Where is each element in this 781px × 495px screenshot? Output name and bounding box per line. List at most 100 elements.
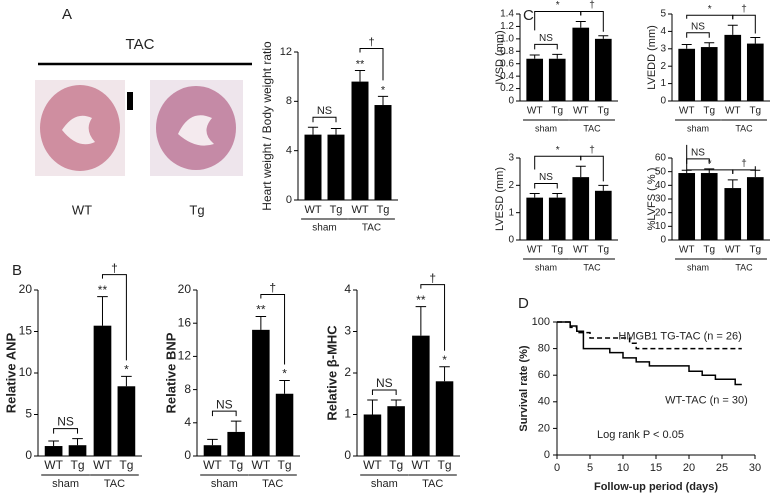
- error-bar: [330, 127, 342, 135]
- y-axis-label: Relative β-MHC: [324, 325, 339, 421]
- y-tick-label: 0.4: [500, 71, 514, 82]
- y-tick-label: 4: [344, 282, 351, 296]
- bar: [412, 335, 430, 456]
- series-label: HMGB1 TG-TAC (n = 26): [618, 331, 741, 343]
- y-tick-label: 0: [508, 235, 514, 246]
- group-label: sham: [52, 478, 79, 490]
- bar: [548, 197, 566, 240]
- x-tick-label: WT: [679, 245, 695, 256]
- bar: [700, 173, 718, 240]
- significance-bracket: [53, 428, 79, 434]
- panel-letter: D: [518, 295, 529, 312]
- significance-label: †: [429, 271, 436, 285]
- significance-bracket: [686, 158, 710, 164]
- y-tick-label: 0: [544, 449, 550, 461]
- group-label: TAC: [104, 478, 125, 490]
- bar: [435, 381, 454, 456]
- y-axis-label: %LVFS ( % ): [646, 168, 658, 231]
- group-label: TAC: [362, 223, 381, 234]
- x-tick-label: Tg: [71, 458, 85, 472]
- error-bar: [750, 36, 761, 44]
- y-tick-label: 1.0: [500, 33, 514, 44]
- significance-label: †: [589, 0, 595, 11]
- y-tick-label: 0.6: [500, 58, 514, 69]
- x-tick-label: WT: [44, 458, 63, 472]
- error-bar: [552, 53, 563, 59]
- x-tick-label: 25: [716, 462, 728, 474]
- y-tick-label: 16: [178, 315, 192, 329]
- error-bar: [377, 95, 389, 106]
- panel-letter: C: [523, 7, 534, 24]
- significance-label: *: [556, 145, 560, 156]
- significance-bracket: [732, 14, 756, 34]
- significance-label: NS: [317, 105, 332, 117]
- x-tick-label: Tg: [389, 458, 403, 472]
- y-axis-label: Heart weight / Body weight ratio: [260, 41, 274, 211]
- error-bar: [681, 169, 692, 174]
- significance-label: NS: [539, 172, 553, 183]
- y-tick-label: 20: [538, 422, 550, 434]
- y-tick-label: 5: [25, 407, 32, 421]
- y-tick-label: 5: [660, 9, 666, 20]
- tac-label: TAC: [126, 36, 155, 53]
- x-tick-label: WT: [679, 106, 695, 117]
- x-tick-label: Tg: [597, 245, 609, 256]
- error-bar: [439, 366, 450, 382]
- x-tick-label: Tg: [703, 106, 715, 117]
- error-bar: [255, 316, 267, 330]
- image-label: WT: [72, 202, 92, 217]
- annotation: Log rank P < 0.05: [597, 429, 684, 441]
- y-tick-label: 8: [286, 95, 292, 107]
- bar: [746, 177, 764, 240]
- error-bar: [575, 20, 586, 28]
- y-tick-label: 1.2: [500, 21, 514, 32]
- y-tick-label: 1: [508, 207, 514, 218]
- survival-line: [557, 321, 742, 386]
- significance-label: NS: [57, 415, 74, 429]
- bar: [304, 134, 322, 200]
- error-bar: [529, 193, 540, 198]
- error-bar: [207, 438, 218, 446]
- y-tick-label: 0: [660, 96, 666, 107]
- error-bar: [552, 193, 563, 198]
- y-tick-label: 20: [655, 207, 667, 218]
- y-tick-label: 4: [660, 26, 666, 37]
- significance-bracket: [580, 10, 604, 32]
- bar: [526, 197, 544, 240]
- y-tick-label: 0: [344, 448, 351, 462]
- y-tick-label: 15: [19, 324, 33, 338]
- significance-bracket: [359, 48, 384, 81]
- group-label: sham: [687, 123, 709, 133]
- bar: [678, 173, 696, 240]
- x-tick-label: 30: [749, 462, 761, 474]
- error-bar: [279, 379, 290, 394]
- y-tick-label: 1.4: [500, 9, 514, 20]
- series-label: WT-TAC (n = 30): [665, 394, 748, 406]
- y-tick-label: 2: [660, 61, 666, 72]
- error-bar: [727, 179, 738, 189]
- significance-label: †: [741, 159, 747, 170]
- error-bar: [575, 165, 586, 178]
- significance-bracket: [101, 274, 127, 361]
- bar: [203, 445, 222, 456]
- x-tick-label: Tg: [749, 245, 761, 256]
- bar: [227, 431, 245, 456]
- bar-label: **: [356, 58, 365, 70]
- error-bar: [727, 24, 738, 35]
- x-tick-label: Tg: [229, 458, 243, 472]
- error-bar: [354, 70, 366, 82]
- error-bar: [598, 35, 609, 39]
- bar-label: **: [98, 283, 108, 297]
- y-tick-label: 0: [660, 235, 666, 246]
- y-axis-label: LVEDD (mm): [646, 25, 658, 90]
- bar: [351, 81, 369, 200]
- significance-bracket: [686, 14, 734, 20]
- x-tick-label: Tg: [703, 245, 715, 256]
- y-tick-label: 1: [660, 78, 666, 89]
- bar: [548, 58, 566, 101]
- significance-bracket: [312, 116, 337, 123]
- bar: [374, 105, 392, 200]
- bar: [724, 34, 742, 101]
- significance-label: NS: [376, 376, 393, 390]
- significance-bracket: [686, 32, 710, 38]
